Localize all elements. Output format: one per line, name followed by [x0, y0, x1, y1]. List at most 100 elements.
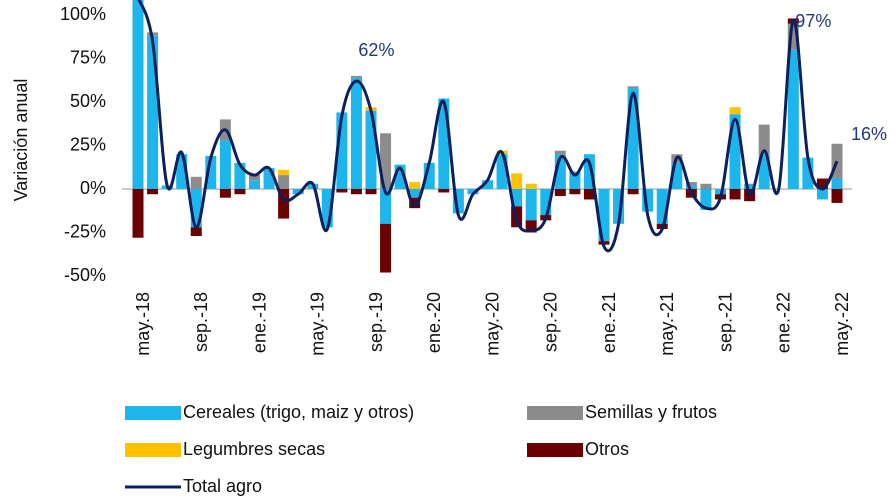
bar	[234, 162, 246, 189]
bar	[729, 114, 741, 189]
x-tick-label: sep.-19	[366, 292, 386, 352]
bar	[278, 169, 290, 176]
bar	[511, 173, 523, 189]
bar	[278, 175, 290, 189]
bar	[787, 23, 799, 50]
bar	[816, 189, 828, 200]
bar	[729, 189, 741, 200]
legend-swatch	[125, 443, 181, 457]
bar	[525, 183, 537, 189]
bar	[234, 189, 246, 195]
bar	[540, 189, 552, 216]
legend-label: Cereales (trigo, maiz y otros)	[183, 402, 414, 422]
x-tick-label: may.-19	[308, 292, 328, 356]
bar	[219, 140, 231, 189]
bar	[190, 176, 202, 189]
bar	[627, 189, 639, 195]
bar	[249, 175, 260, 181]
x-tick-label: sep.-21	[715, 292, 735, 352]
bar	[554, 150, 566, 155]
bar	[511, 189, 523, 207]
legend-label: Semillas y frutos	[585, 402, 717, 422]
bar	[132, 189, 144, 238]
legend-swatch	[125, 406, 181, 420]
bar	[132, 0, 144, 190]
bar	[190, 189, 202, 228]
bar	[365, 189, 377, 195]
x-tick-label: sep.-18	[191, 292, 211, 352]
data-label: 97%	[795, 11, 831, 31]
bar	[613, 189, 625, 224]
bar	[569, 171, 581, 189]
legend-label: Legumbres secas	[183, 439, 325, 459]
bar	[642, 189, 654, 212]
y-tick-label: -50%	[64, 265, 106, 285]
bar	[249, 180, 260, 189]
bar	[394, 164, 406, 189]
bar	[583, 189, 595, 200]
y-tick-label: 100%	[60, 4, 106, 24]
bar	[758, 154, 770, 189]
bar	[147, 35, 159, 189]
bar	[219, 189, 231, 198]
bar	[176, 154, 188, 189]
bar	[627, 86, 639, 89]
x-tick-label: may.-22	[832, 292, 852, 356]
bar	[671, 162, 683, 189]
bar	[525, 220, 537, 233]
legend-swatch	[527, 406, 583, 420]
y-tick-label: 50%	[70, 91, 106, 111]
bar	[409, 197, 421, 209]
bar	[744, 183, 756, 189]
data-label: 16%	[851, 124, 887, 144]
bar	[380, 223, 392, 273]
legend-label: Total agro	[183, 476, 262, 496]
line	[137, 0, 839, 253]
bar	[292, 189, 304, 195]
x-tick-label: ene.-21	[599, 292, 619, 353]
bar	[554, 154, 566, 189]
bar	[831, 178, 843, 189]
bar	[336, 112, 348, 189]
y-tick-label: 0%	[80, 178, 106, 198]
bar	[831, 189, 843, 203]
bar	[685, 185, 697, 189]
bar	[758, 124, 770, 155]
bar	[380, 133, 392, 189]
bar	[205, 155, 217, 189]
y-tick-label: 75%	[70, 47, 106, 67]
x-tick-label: may.-20	[482, 292, 502, 356]
data-label: 62%	[358, 40, 394, 60]
bar	[525, 189, 537, 221]
bar	[729, 107, 741, 115]
bar	[350, 189, 362, 195]
bar	[598, 189, 610, 242]
bar	[700, 183, 712, 189]
x-tick-label: may.-21	[657, 292, 677, 356]
bar	[496, 154, 508, 189]
x-tick-label: ene.-19	[249, 292, 269, 353]
bar	[656, 189, 668, 224]
x-tick-label: may.-18	[133, 292, 153, 356]
legend-swatch	[527, 443, 583, 457]
bar	[467, 189, 479, 195]
bar	[452, 189, 464, 214]
y-axis-title: Variación anual	[11, 79, 31, 202]
bar	[816, 178, 828, 189]
bar	[190, 227, 202, 236]
bar	[380, 189, 392, 224]
bar	[700, 189, 712, 210]
legend-label: Otros	[585, 439, 629, 459]
bar	[554, 189, 566, 196]
y-tick-label: 25%	[70, 134, 106, 154]
bar	[627, 88, 639, 189]
bar	[423, 162, 435, 189]
bar	[409, 189, 421, 198]
bar	[278, 189, 290, 219]
bar	[365, 110, 377, 189]
x-tick-label: ene.-20	[424, 292, 444, 353]
bar	[350, 77, 362, 189]
bar	[802, 157, 814, 189]
bar	[583, 154, 595, 189]
